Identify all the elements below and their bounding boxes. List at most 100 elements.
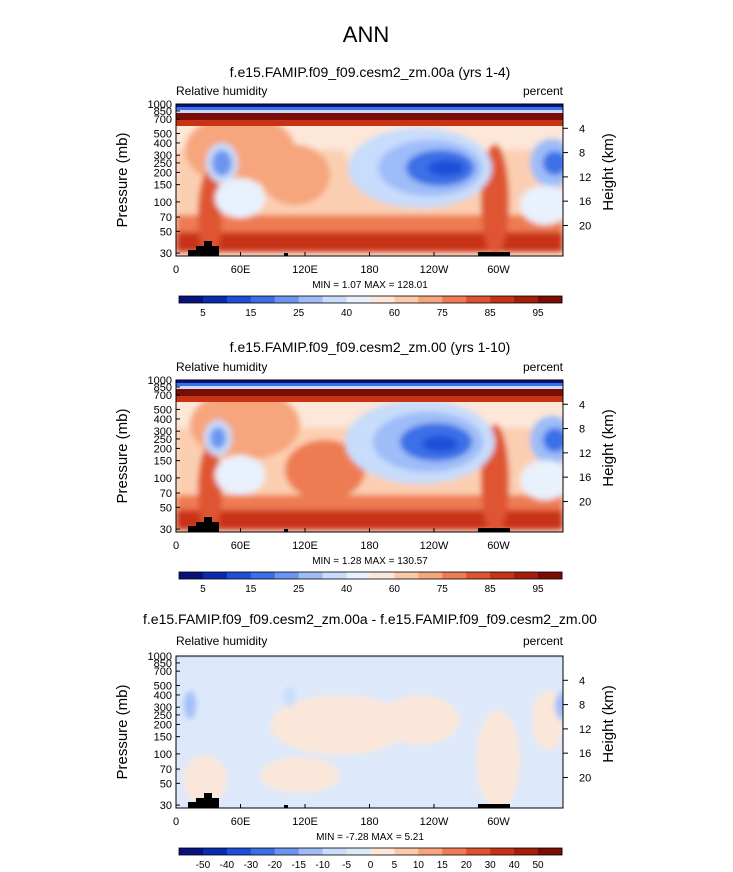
panel-1-colorbar-swatch — [490, 296, 515, 303]
panel-1-colorbar-label: 40 — [341, 308, 353, 319]
panel-1-y-right-tick-label: 16 — [579, 196, 591, 208]
panel-3-colorbar-swatch — [298, 848, 324, 855]
panel-3-y-tick-label: 400 — [154, 690, 172, 702]
panel-3-colorbar-label: 10 — [413, 860, 425, 871]
panel-3-variable-label: Relative humidity — [176, 634, 267, 648]
panel-1-x-tick-label: 0 — [173, 264, 179, 276]
panel-2-colorbar-swatch — [226, 572, 252, 579]
panel-2-y-tick-label: 150 — [154, 456, 172, 468]
panel-3-colorbar-frame — [178, 847, 563, 856]
panel-1-y-tick-label: 30 — [160, 248, 172, 260]
panel-2-y-right-tick-label: 20 — [579, 496, 591, 508]
panel-1-field — [176, 104, 563, 256]
panel-2-stats: MIN = 1.28 MAX = 130.57 — [312, 556, 428, 567]
panel-2-colorbar-label: 25 — [293, 584, 305, 595]
panel-3-colorbar-label: -50 — [196, 860, 211, 871]
panel-2-x-tick-label: 0 — [173, 540, 179, 552]
panel-2-colorbar-swatch — [490, 572, 515, 579]
panel-1-y-tick-label: 700 — [154, 114, 172, 126]
panel-1-colorbar-label: 75 — [437, 308, 449, 319]
panel-3-y-right-label: Height (km) — [600, 685, 617, 763]
panel-2-colorbar-swatch — [179, 572, 204, 579]
panel-3-colorbar-swatch — [346, 848, 371, 855]
panel-3-x-tick-label: 120E — [292, 816, 318, 828]
panel-3-x-axis: 0 60E 120E 180 120W 60W — [173, 804, 510, 828]
panel-3-colorbar-label: -15 — [291, 860, 306, 871]
panel-2-field — [176, 380, 563, 532]
panel-3-y-tick-label: 850 — [154, 658, 172, 670]
panel-1-y-right-tick-label: 12 — [579, 172, 591, 184]
panel-1-title: f.e15.FAMIP.f09_f09.cesm2_zm.00a (yrs 1-… — [230, 64, 511, 80]
panel-2-y-tick-label: 850 — [154, 382, 172, 394]
panel-1-y-right-axis: 4 8 12 16 20 — [563, 123, 591, 232]
panel-1-colorbar: 5 15 25 40 60 75 85 95 — [178, 295, 563, 319]
panel-3-colorbar-swatch — [466, 848, 491, 855]
panel-3-colorbar-label: 0 — [368, 860, 374, 871]
panel-1-colorbar-swatch — [346, 296, 371, 303]
panel-2-y-tick-label: 500 — [154, 404, 172, 416]
panel-1-colorbar-swatch — [202, 296, 228, 303]
panel-2-colorbar-label: 60 — [389, 584, 401, 595]
panel-1-y-tick-label: 250 — [154, 158, 172, 170]
panel-3-colorbar-label: -10 — [315, 860, 330, 871]
panel-2-units-label: percent — [523, 360, 564, 374]
panel-3-colorbar-label: -30 — [244, 860, 259, 871]
panel-2-y-right-tick-label: 12 — [579, 448, 591, 460]
panel-1-colorbar-label: 95 — [533, 308, 545, 319]
panel-3-colorbar-swatch — [418, 848, 443, 855]
panel-1-y-label: Pressure (mb) — [114, 132, 131, 227]
panel-3-y-right-tick-label: 4 — [579, 675, 585, 687]
panel-1-y-tick-label: 200 — [154, 167, 172, 179]
panel-1-colorbar-swatch — [322, 296, 347, 303]
panel-3-y-tick-label: 100 — [154, 749, 172, 761]
panel-2-y-tick-label: 400 — [154, 414, 172, 426]
panel-2-colorbar-swatch — [370, 572, 395, 579]
panel-3-y-tick-label: 700 — [154, 666, 172, 678]
panel-3-colorbar-swatch — [490, 848, 515, 855]
panel-1-colorbar-swatch — [298, 296, 324, 303]
panel-1-x-tick-label: 120W — [420, 264, 449, 276]
panel-1-colorbar-label: 25 — [293, 308, 305, 319]
panel-3-units-label: percent — [523, 634, 564, 648]
panel-2-y-tick-label: 700 — [154, 390, 172, 402]
panel-1-y-tick-label: 500 — [154, 128, 172, 140]
panel-1-colorbar-swatch — [514, 296, 539, 303]
panel-3-colorbar-swatch — [322, 848, 347, 855]
panel-2-colorbar-swatch — [442, 572, 467, 579]
panel-1-y-right-tick-label: 8 — [579, 148, 585, 160]
panel-3-y-tick-label: 300 — [154, 702, 172, 714]
panel-1-colorbar-label: 5 — [200, 308, 206, 319]
panel-3-y-tick-label: 200 — [154, 719, 172, 731]
panel-1-x-tick-label: 60E — [231, 264, 251, 276]
panel-3-y-tick-label: 70 — [160, 764, 172, 776]
panel-1-y-right-tick-label: 20 — [579, 220, 591, 232]
panel-2-colorbar-label: 75 — [437, 584, 449, 595]
panel-1-colorbar-swatch — [250, 296, 276, 303]
panel-2-colorbar-swatch — [466, 572, 491, 579]
panel-1-x-axis: 0 60E 120E 180 120W 60W — [173, 252, 510, 276]
panel-2-colorbar-swatch — [298, 572, 324, 579]
panel-1-colorbar-swatch — [538, 296, 563, 303]
panel-2-y-tick-label: 30 — [160, 524, 172, 536]
panel-2-colorbar-swatch — [346, 572, 371, 579]
panel-3-colorbar-label: -40 — [220, 860, 235, 871]
panel-3-colorbar-label: 30 — [485, 860, 497, 871]
panel-3-title: f.e15.FAMIP.f09_f09.cesm2_zm.00a - f.e15… — [143, 611, 597, 627]
panel-1-x-tick-label: 180 — [360, 264, 378, 276]
panel-3-y-right-tick-label: 20 — [579, 772, 591, 784]
panel-1-colorbar-label: 60 — [389, 308, 401, 319]
panel-3-x-tick-label: 60E — [231, 816, 251, 828]
panel-1-y-tick-label: 400 — [154, 138, 172, 150]
panel-1-variable-label: Relative humidity — [176, 84, 267, 98]
panel-1-y-tick-label: 100 — [154, 197, 172, 209]
panel-2-colorbar-swatch — [202, 572, 228, 579]
panel-3-y-tick-label: 50 — [160, 778, 172, 790]
panel-2-title: f.e15.FAMIP.f09_f09.cesm2_zm.00 (yrs 1-1… — [230, 339, 511, 355]
panel-2-y-tick-label: 250 — [154, 434, 172, 446]
panel-2-y-tick-label: 200 — [154, 443, 172, 455]
panel-2-colorbar-swatch — [418, 572, 443, 579]
panel-3-colorbar: -50 -40 -30 -20 -15 -10 -5 0 5 10 15 20 30 40 50 — [178, 847, 563, 871]
panel-1-colorbar-label: 85 — [485, 308, 497, 319]
panel-3-y-right-tick-label: 12 — [579, 724, 591, 736]
